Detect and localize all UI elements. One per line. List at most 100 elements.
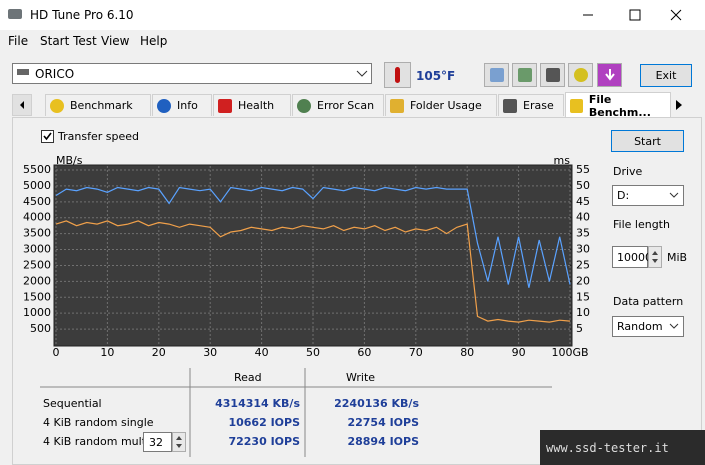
window-title: HD Tune Pro 6.10 [30,8,134,22]
drive-letter: D: [617,189,630,202]
tab-label[interactable]: Info [177,99,198,112]
write-value: 2240136 KB/s [334,397,419,410]
x-tick-label: 30 [203,346,217,359]
tab-label[interactable]: Folder Usage [410,99,482,112]
save-button[interactable] [597,63,622,87]
y2-tick-label: 15 [576,290,590,303]
menu-item[interactable]: View [101,34,130,48]
x-tick-label: 20 [152,346,166,359]
y-tick-label: 3500 [23,227,51,240]
tab[interactable]: Info [152,94,212,116]
y2-tick-label: 55 [576,163,590,176]
drive-select[interactable]: ORICO [12,63,372,84]
write-value: 22754 IOPS [347,416,419,429]
menu-item[interactable]: Start Test [40,34,97,48]
y-axis-label: MB/s [56,154,83,167]
screenshot-button[interactable] [540,63,565,87]
exit-button[interactable]: Exit [640,64,692,87]
y-tick-label: 4000 [23,211,51,224]
read-value: 10662 IOPS [228,416,300,429]
x-tick-label: 60 [357,346,371,359]
window-controls[interactable] [570,0,705,30]
file-length-spinner[interactable] [648,246,662,268]
y-tick-label: 500 [30,322,51,335]
start-button[interactable]: Start [611,130,684,152]
x-tick-label: 40 [255,346,269,359]
y2-tick-label: 40 [576,211,590,224]
x-tick-label: 0 [53,346,60,359]
checkbox-label[interactable]: Transfer speed [58,130,139,143]
tab-label[interactable]: Benchmark [70,99,133,112]
maximize[interactable] [629,9,641,21]
tab-label[interactable]: Error Scan [317,99,375,112]
row-label: 4 KiB random single [43,416,154,429]
y2-tick-label: 20 [576,274,590,287]
y2-tick-label: 35 [576,227,590,240]
data-pattern: Random [617,320,663,333]
write-value: 28894 IOPS [347,435,419,448]
dropdown-arrow [356,70,368,77]
tab[interactable]: Folder Usage [385,94,497,116]
y-tick-label: 5000 [23,179,51,192]
y-tick-label: 2000 [23,274,51,287]
y2-tick-label: 5 [576,322,583,335]
file-length-label: File length [613,218,670,231]
drive-icon [17,69,29,75]
tab-label[interactable]: Health [238,99,275,112]
y2-axis-label: ms [554,154,571,167]
checkbox[interactable] [41,130,54,143]
column-header: Write [346,371,376,384]
row-label: 4 KiB random multi [43,435,150,448]
read-value: 72230 IOPS [228,435,300,448]
y2-tick-label: 10 [576,306,590,319]
menu-item[interactable]: File [8,34,29,48]
watermark: www.ssd-tester.it [540,430,705,465]
y-tick-label: 5500 [23,163,51,176]
y-tick-label: 3000 [23,243,51,256]
app-icon [8,9,22,19]
queue-depth-input[interactable]: 32 [143,432,172,452]
data-pattern-label: Data pattern [613,295,684,308]
file-length-input[interactable]: 10000 [612,246,652,268]
y-tick-label: 1500 [23,290,51,303]
close[interactable] [670,9,682,21]
options-button[interactable] [568,63,593,87]
y2-tick-label: 30 [576,243,590,256]
x-tick-label: 10 [100,346,114,359]
drive-letter-select[interactable]: D: [612,185,684,206]
chart: MB/s ms 50010001500200025003000350040004… [23,154,590,359]
series-line [55,220,571,323]
row-label: Sequential [43,397,102,410]
temperature: 105°F [416,69,456,83]
y2-tick-label: 25 [576,258,590,271]
tab[interactable]: Health [213,94,291,116]
x-tick-label: 50 [306,346,320,359]
queue-depth-spinner[interactable] [172,432,186,452]
drive-name: ORICO [35,67,75,81]
y-tick-label: 1000 [23,306,51,319]
data-pattern-select[interactable]: Random [612,316,684,337]
x-tick-label: 100GB [551,346,588,359]
read-value: 4314314 KB/s [215,397,300,410]
column-header: Read [234,371,262,384]
file-length-unit: MiB [667,251,688,264]
tab-scroll-left[interactable] [12,94,32,116]
tab-scroll-right[interactable] [674,99,684,111]
y-tick-label: 2500 [23,258,51,271]
tab-label[interactable]: File Benchm... [588,92,651,119]
drive-label: Drive [613,165,643,178]
tab[interactable]: Erase [498,94,564,116]
tab[interactable]: Benchmark [45,94,151,116]
table-lines [40,368,552,457]
x-tick-label: 90 [512,346,526,359]
tab[interactable]: Error Scan [292,94,384,116]
x-tick-label: 80 [460,346,474,359]
tab-label[interactable]: Erase [523,99,554,112]
temperature-button[interactable] [384,62,411,88]
copy-button[interactable] [484,63,509,87]
copy-all-button[interactable] [512,63,537,87]
tab-active[interactable]: File Benchm... [565,92,671,119]
menu-item[interactable]: Help [140,34,168,48]
y2-tick-label: 50 [576,179,590,192]
